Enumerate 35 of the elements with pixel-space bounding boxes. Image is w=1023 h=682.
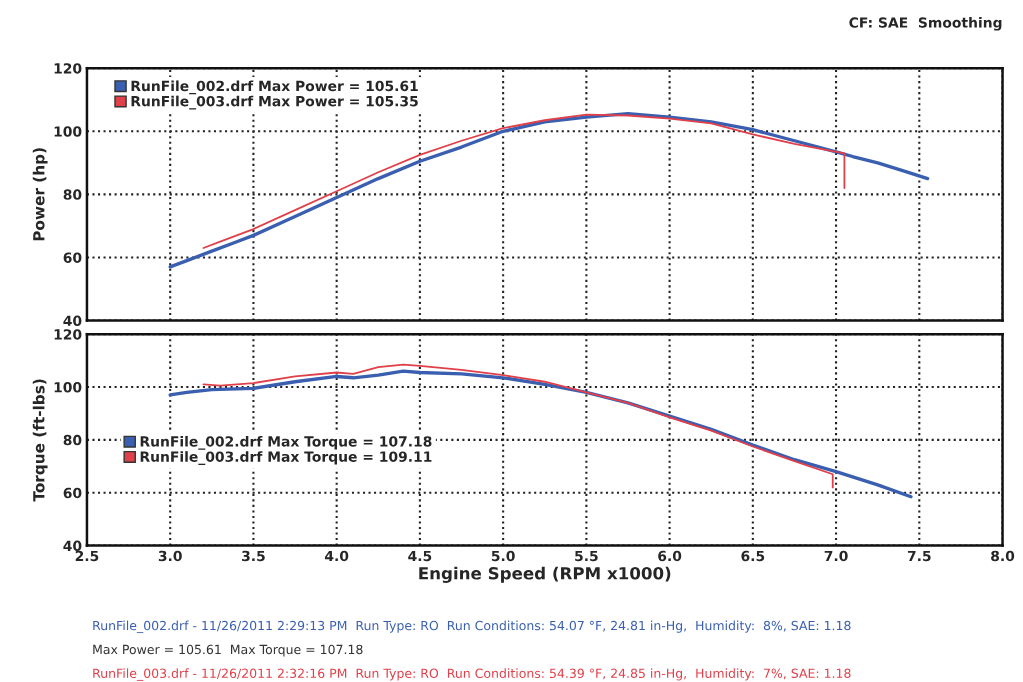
y-tick-label: 120 [54, 329, 82, 340]
x-tick-label: 5.0 [491, 550, 515, 562]
y-axis-title: Torque (ft-lbs) [32, 379, 48, 502]
text: RunFile_002.drf - 11/26/2011 2:29:13 PM Run Type: RO Run Conditions: 54.07 °F, 24.81 in-Hg, Humidity: 8%, SAE: 1.18 [93, 620, 851, 634]
legend-label: RunFile_002.drf Max Power = 105.61 [131, 80, 418, 95]
x-tick-label: 3.5 [242, 550, 265, 562]
line-series [202, 113, 846, 249]
legend-label: RunFile_002.drf Max Torque = 107.18 [140, 435, 432, 450]
y-axis-title: Power (hp) [32, 148, 48, 241]
x-tick-label: 4.5 [408, 550, 432, 562]
y-tick-label: 80 [63, 189, 82, 200]
text: CF: SAE Smoothing [849, 17, 1002, 31]
x-tick-label: 6.5 [741, 550, 765, 562]
x-tick-label: 3.0 [158, 550, 182, 562]
legend-label: RunFile_003.drf Max Power = 105.35 [131, 95, 418, 110]
x-tick-label: 7.5 [907, 550, 931, 562]
x-tick-label: 5.5 [575, 550, 598, 562]
x-tick-label: 7.0 [824, 550, 848, 562]
y-tick-label: 120 [54, 63, 82, 74]
x-tick-label: 6.0 [658, 550, 682, 562]
text: RunFile_003.drf - 11/26/2011 2:32:16 PM Run Type: RO Run Conditions: 54.39 °F, 24.85 in-Hg, Humidity: 7%, SAE: 1.18 [93, 668, 851, 681]
y-tick-label: 40 [63, 315, 82, 327]
legend-label: RunFile_003.drf Max Torque = 109.11 [140, 451, 432, 465]
x-tick-label: 8.0 [991, 550, 1015, 562]
y-tick-label: 80 [63, 434, 82, 446]
y-tick-label: 100 [54, 126, 82, 137]
text: Max Power = 105.61 Max Torque = 107.18 [93, 644, 363, 657]
line-series [168, 111, 930, 269]
y-tick-label: 40 [63, 540, 82, 552]
y-tick-label: 100 [54, 382, 82, 393]
x-tick-label: 4.0 [324, 550, 349, 562]
y-tick-label: 60 [63, 487, 82, 499]
x-tick-label: 2.5 [75, 550, 99, 562]
y-tick-label: 60 [63, 252, 82, 263]
x-axis-title: Engine Speed (RPM x1000) [419, 566, 671, 583]
